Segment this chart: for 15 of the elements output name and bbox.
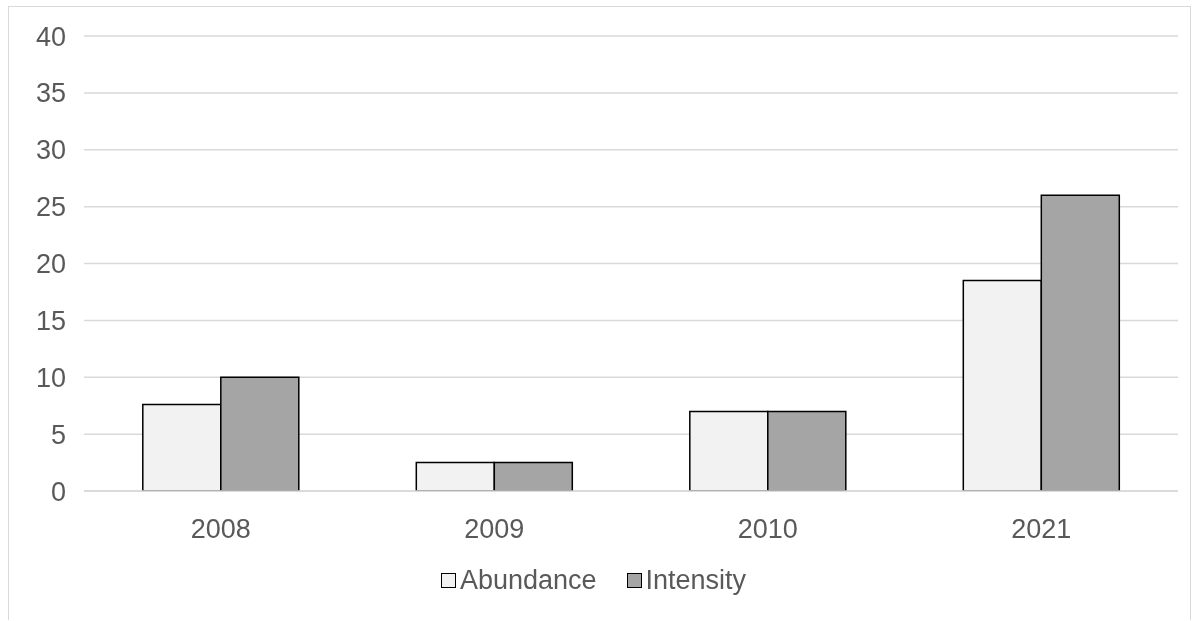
y-tick-label: 20 <box>35 249 66 280</box>
y-tick-label: 30 <box>35 135 66 166</box>
y-tick-label: 5 <box>50 419 66 450</box>
x-tick-label: 2008 <box>190 514 251 545</box>
x-tick-label: 2021 <box>1011 514 1072 545</box>
y-tick-label: 25 <box>35 192 66 223</box>
y-tick-label: 40 <box>35 21 66 52</box>
y-tick-label: 15 <box>35 305 66 336</box>
legend-label: Abundance <box>459 565 597 596</box>
x-tick-label: 2009 <box>464 514 525 545</box>
y-tick-label: 0 <box>50 476 66 507</box>
y-tick-label: 10 <box>35 362 66 393</box>
y-tick-label: 35 <box>35 78 66 109</box>
legend-label: Intensity <box>645 565 747 596</box>
x-tick-label: 2010 <box>737 514 798 545</box>
